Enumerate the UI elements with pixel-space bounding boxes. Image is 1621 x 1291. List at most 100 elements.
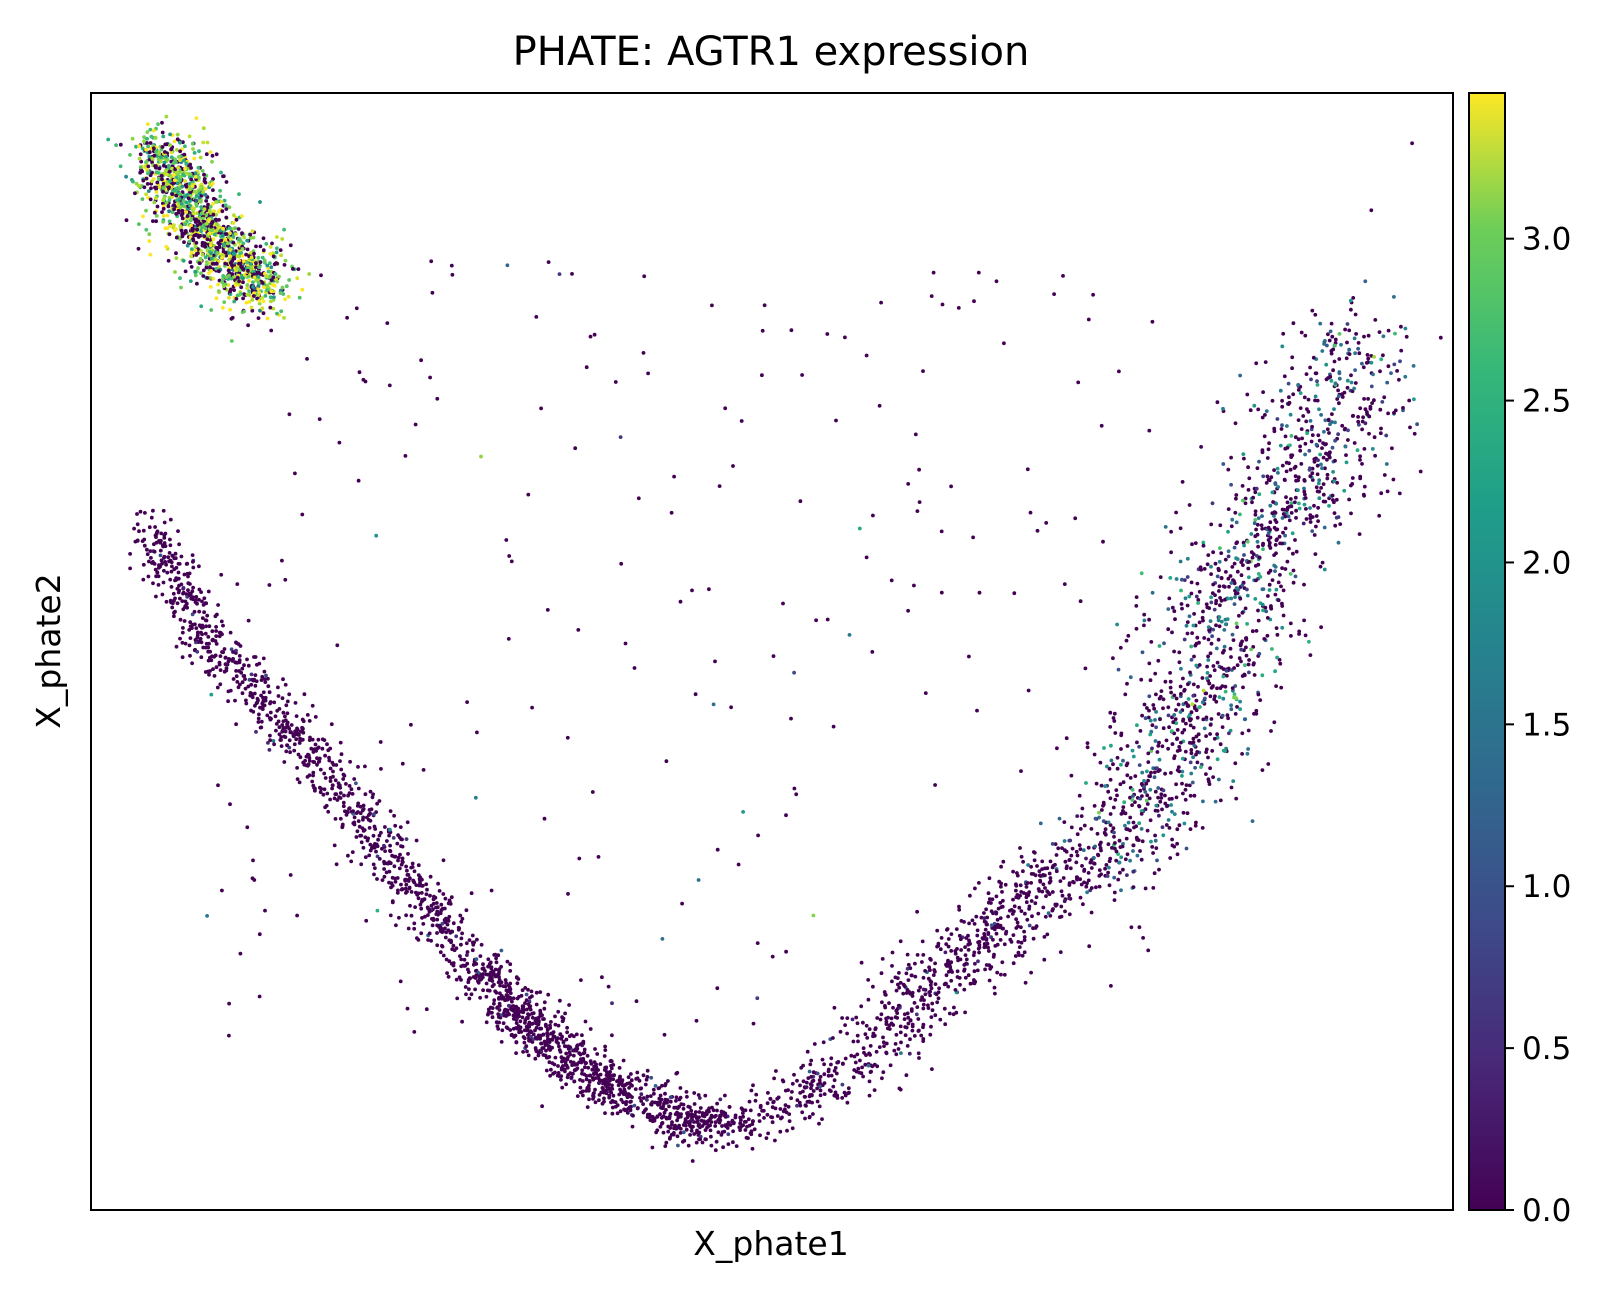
cell-point-left-descending-branch (350, 850, 355, 854)
cell-point-upper-left-tip (151, 128, 156, 133)
cell-point-lower-left-arc (811, 1112, 815, 1116)
cell-point-left-descending-branch (339, 752, 344, 757)
cell-point-right-cone (1167, 596, 1172, 601)
cell-point-lower-left-arc (500, 1028, 505, 1033)
cell-point-lower-right-rising (1096, 852, 1100, 857)
cell-point-left-descending-branch (151, 581, 155, 586)
cell-point-right-cone (1213, 799, 1218, 804)
cell-point-lower-left-arc (632, 1103, 637, 1108)
cell-point-left-descending-branch (720, 1124, 724, 1128)
cell-point-lower-right-rising (1059, 889, 1064, 894)
cell-point-upper-left-tip (196, 251, 200, 256)
cell-point-lower-left-arc (620, 1078, 625, 1083)
cell-point-left-descending-branch (414, 890, 418, 895)
cell-point-left-descending-branch (191, 559, 195, 564)
cell-point-upper-left-tip (195, 227, 200, 232)
cell-point-upper-left-tip (184, 210, 189, 215)
cell-point-left-descending-branch (199, 640, 204, 645)
cell-point-lower-right-rising (986, 891, 991, 896)
cell-point-left-descending-branch (444, 916, 448, 921)
cell-point-lower-left-arc (714, 1139, 719, 1144)
cell-point-left-descending-branch (256, 720, 261, 724)
cell-point-right-cone (1125, 773, 1130, 778)
cell-point-left-descending-branch (689, 1108, 694, 1113)
cell-point-right-cone (1253, 518, 1258, 522)
cell-point-left-descending-branch (181, 591, 185, 596)
cell-point-lower-right-rising (973, 886, 977, 891)
cell-point-lower-right-rising (1103, 866, 1107, 871)
cell-point-left-descending-branch (166, 555, 171, 560)
cell-point-left-descending-branch (388, 848, 392, 853)
cell-point-lower-left-arc (586, 1065, 591, 1070)
cell-point-right-cone (1135, 836, 1139, 841)
cell-point-right-cone (1161, 697, 1166, 702)
cell-point-upper-left-tip (145, 136, 149, 141)
cell-point-lower-right-rising (929, 986, 934, 991)
cell-point-upper-left-tip (210, 228, 215, 233)
cell-point-upper-left-tip (184, 161, 189, 166)
cell-point-right-cone (1247, 670, 1251, 675)
cell-point-upper-left-tip (240, 214, 244, 219)
cell-point-lower-left-arc (626, 1092, 631, 1096)
cell-point-left-descending-branch (397, 866, 402, 871)
cell-point-lower-right-rising (1015, 920, 1020, 925)
cell-point-upper-left-tip (215, 222, 219, 227)
cell-point-upper-left-tip (254, 278, 258, 283)
cell-point-upper-left-tip (216, 289, 221, 293)
cell-point-right-cone (1343, 444, 1348, 449)
cell-point-lower-right-rising (944, 942, 949, 946)
cell-point-lower-left-arc (605, 1070, 609, 1074)
cell-point-upper-left-tip (181, 258, 186, 263)
cell-point-lower-right-rising (1038, 878, 1042, 883)
cell-point-right-cone (1266, 531, 1271, 536)
cell-point-right-cone (1230, 565, 1235, 569)
cell-point-upper-left-tip (147, 232, 152, 237)
cell-point-lower-left-arc (758, 1133, 762, 1138)
cell-point-lower-left-arc (775, 1114, 780, 1118)
cell-point-left-descending-branch (399, 862, 404, 867)
cell-point-lower-right-rising (1022, 938, 1027, 942)
cell-point-lower-left-arc (488, 1005, 493, 1010)
cell-point-lower-left-arc (818, 1084, 822, 1089)
cell-point-left-descending-branch (143, 511, 147, 515)
cell-point-lower-left-arc (804, 1080, 809, 1085)
cell-point-right-cone (1294, 478, 1298, 483)
cell-point-lower-left-arc (580, 1033, 584, 1038)
cell-point-right-cone (1310, 433, 1315, 437)
cell-point-left-descending-branch (190, 589, 195, 594)
cell-point-left-descending-branch (700, 1140, 705, 1145)
cell-point-lower-right-rising (1012, 904, 1017, 909)
cell-point-lower-right-rising (1046, 911, 1051, 916)
cell-point-lower-left-arc (708, 1116, 713, 1121)
cell-point-left-descending-branch (698, 1134, 703, 1139)
cell-point-left-descending-branch (280, 729, 285, 734)
cell-point-lower-right-rising (852, 1054, 857, 1059)
cell-point-lower-right-rising (1032, 858, 1037, 863)
cell-point-lower-right-rising (903, 1033, 908, 1038)
cell-point-upper-left-tip (179, 228, 184, 233)
cell-point-lower-right-rising (905, 988, 910, 992)
cell-point-lower-left-arc (564, 1037, 569, 1042)
cell-point-upper-left-tip (151, 219, 155, 224)
cell-point-upper-left-tip (177, 186, 182, 191)
cell-point-left-descending-branch (527, 1022, 531, 1027)
cell-point-upper-left-tip (223, 261, 228, 266)
cell-point-left-descending-branch (514, 1040, 519, 1044)
cell-point-left-descending-branch (254, 730, 258, 734)
cell-point-right-cone (1288, 412, 1293, 417)
cell-point-right-cone (1151, 703, 1156, 707)
cell-point-left-descending-branch (322, 738, 327, 742)
cell-point-upper-left-tip (244, 252, 249, 257)
cell-point-left-descending-branch (199, 590, 204, 594)
cell-point-upper-left-tip (198, 185, 203, 190)
cell-point-lower-right-rising (906, 962, 911, 967)
cell-point-right-cone (1361, 365, 1366, 370)
cell-point-lower-left-arc (562, 1044, 567, 1048)
cell-point-upper-left-tip (139, 159, 144, 164)
cell-point-lower-right-rising (1062, 899, 1067, 904)
cell-point-left-descending-branch (473, 987, 477, 992)
cell-point-lower-right-rising (880, 1000, 884, 1005)
cell-point-upper-left-tip (162, 163, 166, 168)
cell-point-left-descending-branch (405, 820, 410, 825)
cell-point-upper-left-tip (213, 217, 218, 222)
